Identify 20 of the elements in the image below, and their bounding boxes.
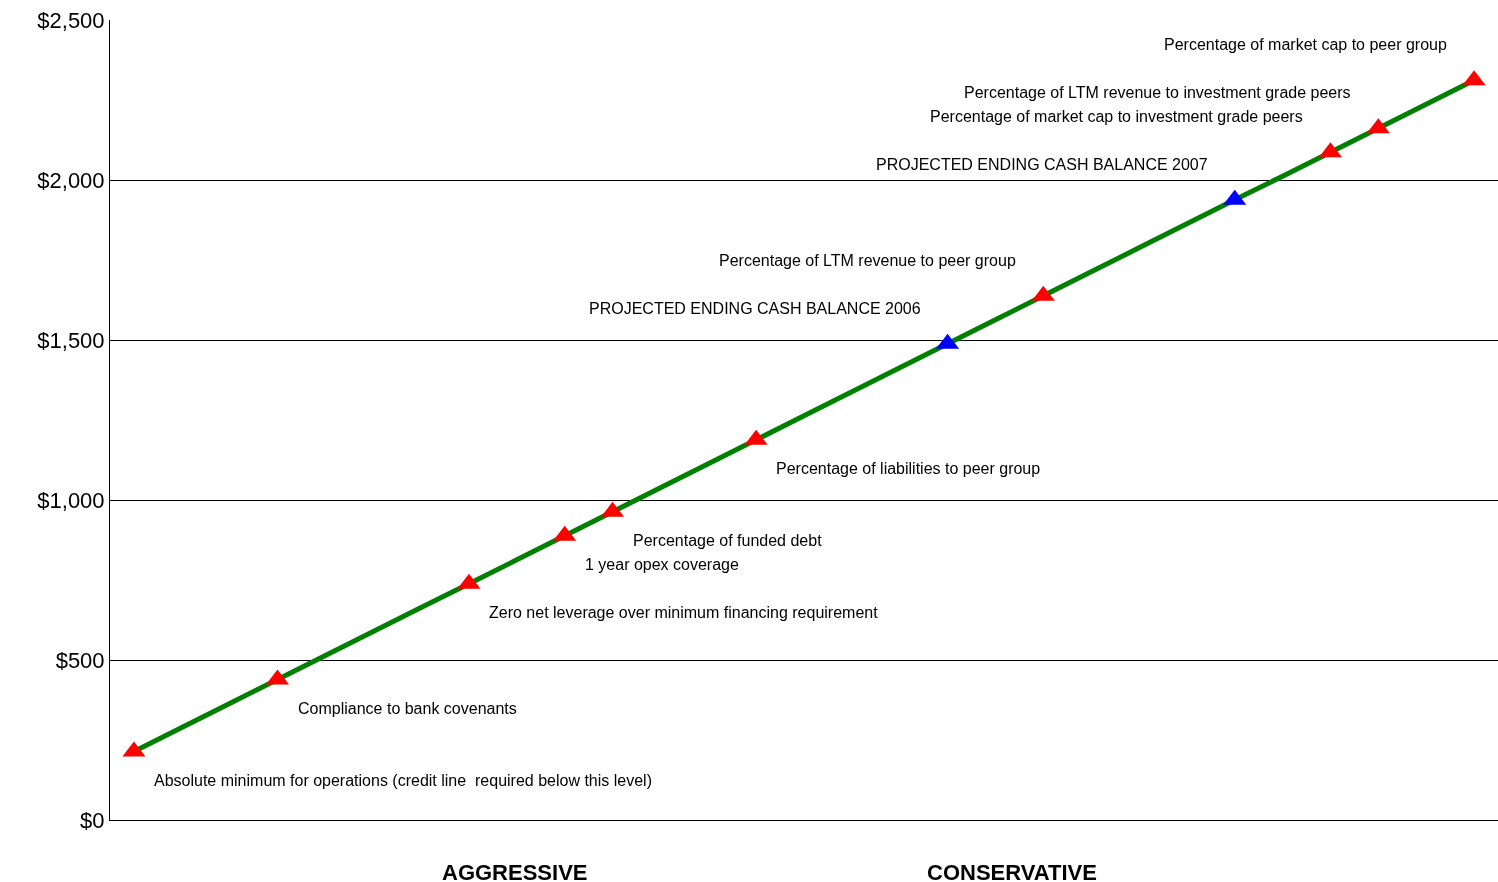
annotation: Percentage of funded debt [633,532,823,549]
annotation: Percentage of market cap to investment grade peers [930,108,1303,125]
annotation: Compliance to bank covenants [298,700,517,717]
y-tick-label: $2,500 [37,7,105,33]
y-tick-label: $2,000 [37,167,105,193]
annotation: Percentage of LTM revenue to peer group [719,252,1016,269]
text: CONSERVATIVE [927,860,1097,882]
annotation: PROJECTED ENDING CASH BALANCE 2006 [589,300,921,317]
text: AGGRESSIVE [442,860,588,882]
y-tick-label: $1,000 [37,487,105,513]
annotation: Percentage of liabilities to peer group [776,460,1041,477]
annotation: Zero net leverage over minimum financing requirement [489,604,879,621]
y-tick-label: $1,500 [37,327,105,353]
y-tick-label: $0 [80,807,105,833]
annotation: PROJECTED ENDING CASH BALANCE 2007 [876,156,1208,173]
annotation: 1 year opex coverage [585,556,739,573]
annotation: Percentage of LTM revenue to investment grade peers [964,84,1351,101]
annotation: Percentage of market cap to peer group [1164,36,1447,53]
y-tick-label: $500 [55,647,105,673]
annotation: Absolute minimum for operations (credit line required below this level) [154,772,652,789]
